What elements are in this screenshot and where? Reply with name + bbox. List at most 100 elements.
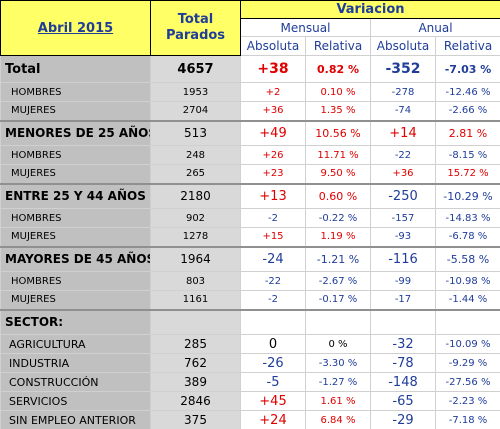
variation-cell: -14.83 % bbox=[435, 208, 500, 228]
total-cell: 762 bbox=[150, 353, 241, 373]
row-label: HOMBRES bbox=[0, 82, 151, 102]
variation-cell: -2.66 % bbox=[435, 101, 500, 121]
variation-cell: -74 bbox=[370, 101, 436, 121]
table-row: HOMBRES 803 -22 -2.67 % -99 -10.98 % bbox=[0, 271, 500, 291]
total-cell: 248 bbox=[150, 145, 241, 165]
row-label: MUJERES bbox=[0, 164, 151, 184]
total-header: Total Parados bbox=[150, 0, 241, 56]
variation-cell: +24 bbox=[240, 410, 306, 429]
total-cell: 513 bbox=[150, 119, 241, 146]
total-cell: 375 bbox=[150, 410, 241, 429]
variation-cell: -22 bbox=[370, 145, 436, 165]
table-row: MUJERES 1161 -2 -0.17 % -17 -1.44 % bbox=[0, 290, 500, 310]
table-row: HOMBRES 902 -2 -0.22 % -157 -14.83 % bbox=[0, 208, 500, 228]
variation-cell: -32 bbox=[370, 334, 436, 354]
table-row: Total 4657 +38 0.82 % -352 -7.03 % bbox=[0, 55, 500, 83]
total-cell: 2180 bbox=[150, 182, 241, 209]
period-header: Abril 2015 bbox=[0, 0, 151, 56]
table-row: MUJERES 265 +23 9.50 % +36 15.72 % bbox=[0, 164, 500, 184]
variation-cell bbox=[435, 308, 500, 335]
row-label: SIN EMPLEO ANTERIOR bbox=[0, 410, 151, 429]
table-row: MAYORES DE 45 AÑOS 1964 -24 -1.21 % -116 -5.5… bbox=[0, 245, 500, 272]
table-row: MUJERES 1278 +15 1.19 % -93 -6.78 % bbox=[0, 227, 500, 247]
variation-cell: -2 bbox=[240, 290, 306, 310]
variation-cell: -7.03 % bbox=[435, 55, 500, 83]
variation-cell: -116 bbox=[370, 245, 436, 272]
variation-cell: 0.60 % bbox=[305, 182, 371, 209]
variation-cell: +38 bbox=[240, 55, 306, 83]
total-cell: 1161 bbox=[150, 290, 241, 310]
variation-cell: 1.35 % bbox=[305, 101, 371, 121]
variation-cell: 6.84 % bbox=[305, 410, 371, 429]
variation-cell: 11.71 % bbox=[305, 145, 371, 165]
monthly-header: Mensual bbox=[240, 18, 371, 37]
variation-cell: +36 bbox=[370, 164, 436, 184]
table-row: CONSTRUCCIÓN 389 -5 -1.27 % -148 -27.56 % bbox=[0, 372, 500, 392]
variation-cell bbox=[305, 308, 371, 335]
total-cell: 2704 bbox=[150, 101, 241, 121]
variation-cell: 0.10 % bbox=[305, 82, 371, 102]
variation-cell: -3.30 % bbox=[305, 353, 371, 373]
variation-cell bbox=[370, 308, 436, 335]
variation-cell: +45 bbox=[240, 391, 306, 411]
table-row: MUJERES 2704 +36 1.35 % -74 -2.66 % bbox=[0, 101, 500, 121]
variation-cell: -24 bbox=[240, 245, 306, 272]
variation-cell: +2 bbox=[240, 82, 306, 102]
row-label: AGRICULTURA bbox=[0, 334, 151, 354]
total-cell: 265 bbox=[150, 164, 241, 184]
total-cell: 285 bbox=[150, 334, 241, 354]
table-row: AGRICULTURA 285 0 0 % -32 -10.09 % bbox=[0, 334, 500, 354]
variation-cell: -9.29 % bbox=[435, 353, 500, 373]
variation-cell: -250 bbox=[370, 182, 436, 209]
variation-cell: -99 bbox=[370, 271, 436, 291]
variation-cell: -12.46 % bbox=[435, 82, 500, 102]
variation-cell: -17 bbox=[370, 290, 436, 310]
variation-cell: 1.61 % bbox=[305, 391, 371, 411]
table-row: HOMBRES 248 +26 11.71 % -22 -8.15 % bbox=[0, 145, 500, 165]
variation-cell: -278 bbox=[370, 82, 436, 102]
total-cell: 803 bbox=[150, 271, 241, 291]
table-row: SIN EMPLEO ANTERIOR 375 +24 6.84 % -29 -7.18 … bbox=[0, 410, 500, 429]
row-label: CONSTRUCCIÓN bbox=[0, 372, 151, 392]
total-cell: 902 bbox=[150, 208, 241, 228]
variation-cell: -29 bbox=[370, 410, 436, 429]
total-cell: 389 bbox=[150, 372, 241, 392]
row-label: SECTOR: bbox=[0, 308, 151, 335]
variation-cell: 0.82 % bbox=[305, 55, 371, 83]
variation-cell: +26 bbox=[240, 145, 306, 165]
variation-cell: 9.50 % bbox=[305, 164, 371, 184]
row-label: MUJERES bbox=[0, 101, 151, 121]
variation-cell: 10.56 % bbox=[305, 119, 371, 146]
row-label: MUJERES bbox=[0, 227, 151, 247]
row-label: SERVICIOS bbox=[0, 391, 151, 411]
variation-cell: -27.56 % bbox=[435, 372, 500, 392]
variation-cell: -0.22 % bbox=[305, 208, 371, 228]
row-label: MAYORES DE 45 AÑOS bbox=[0, 245, 151, 272]
row-label: INDUSTRIA bbox=[0, 353, 151, 373]
variation-cell: -10.98 % bbox=[435, 271, 500, 291]
variation-cell: -1.44 % bbox=[435, 290, 500, 310]
variation-cell: -2 bbox=[240, 208, 306, 228]
variation-cell: -78 bbox=[370, 353, 436, 373]
variation-header: Variacion bbox=[240, 0, 500, 19]
variation-cell: -93 bbox=[370, 227, 436, 247]
variation-cell: -65 bbox=[370, 391, 436, 411]
row-label: ENTRE 25 Y 44 AÑOS bbox=[0, 182, 151, 209]
variation-cell: -1.27 % bbox=[305, 372, 371, 392]
table-row: ENTRE 25 Y 44 AÑOS 2180 +13 0.60 % -250 -10.2… bbox=[0, 182, 500, 209]
variation-cell: -10.29 % bbox=[435, 182, 500, 209]
variation-cell: -6.78 % bbox=[435, 227, 500, 247]
variation-cell: -5 bbox=[240, 372, 306, 392]
table-row: MENORES DE 25 AÑOS: 513 +49 10.56 % +14 2.81 … bbox=[0, 119, 500, 146]
variation-cell: +14 bbox=[370, 119, 436, 146]
sub-header: Relativa bbox=[305, 36, 371, 56]
variation-cell: -157 bbox=[370, 208, 436, 228]
variation-cell: -352 bbox=[370, 55, 436, 83]
variation-cell: -26 bbox=[240, 353, 306, 373]
variation-cell bbox=[240, 308, 306, 335]
total-cell: 2846 bbox=[150, 391, 241, 411]
row-label: MENORES DE 25 AÑOS: bbox=[0, 119, 151, 146]
sub-header: Relativa bbox=[435, 36, 500, 56]
